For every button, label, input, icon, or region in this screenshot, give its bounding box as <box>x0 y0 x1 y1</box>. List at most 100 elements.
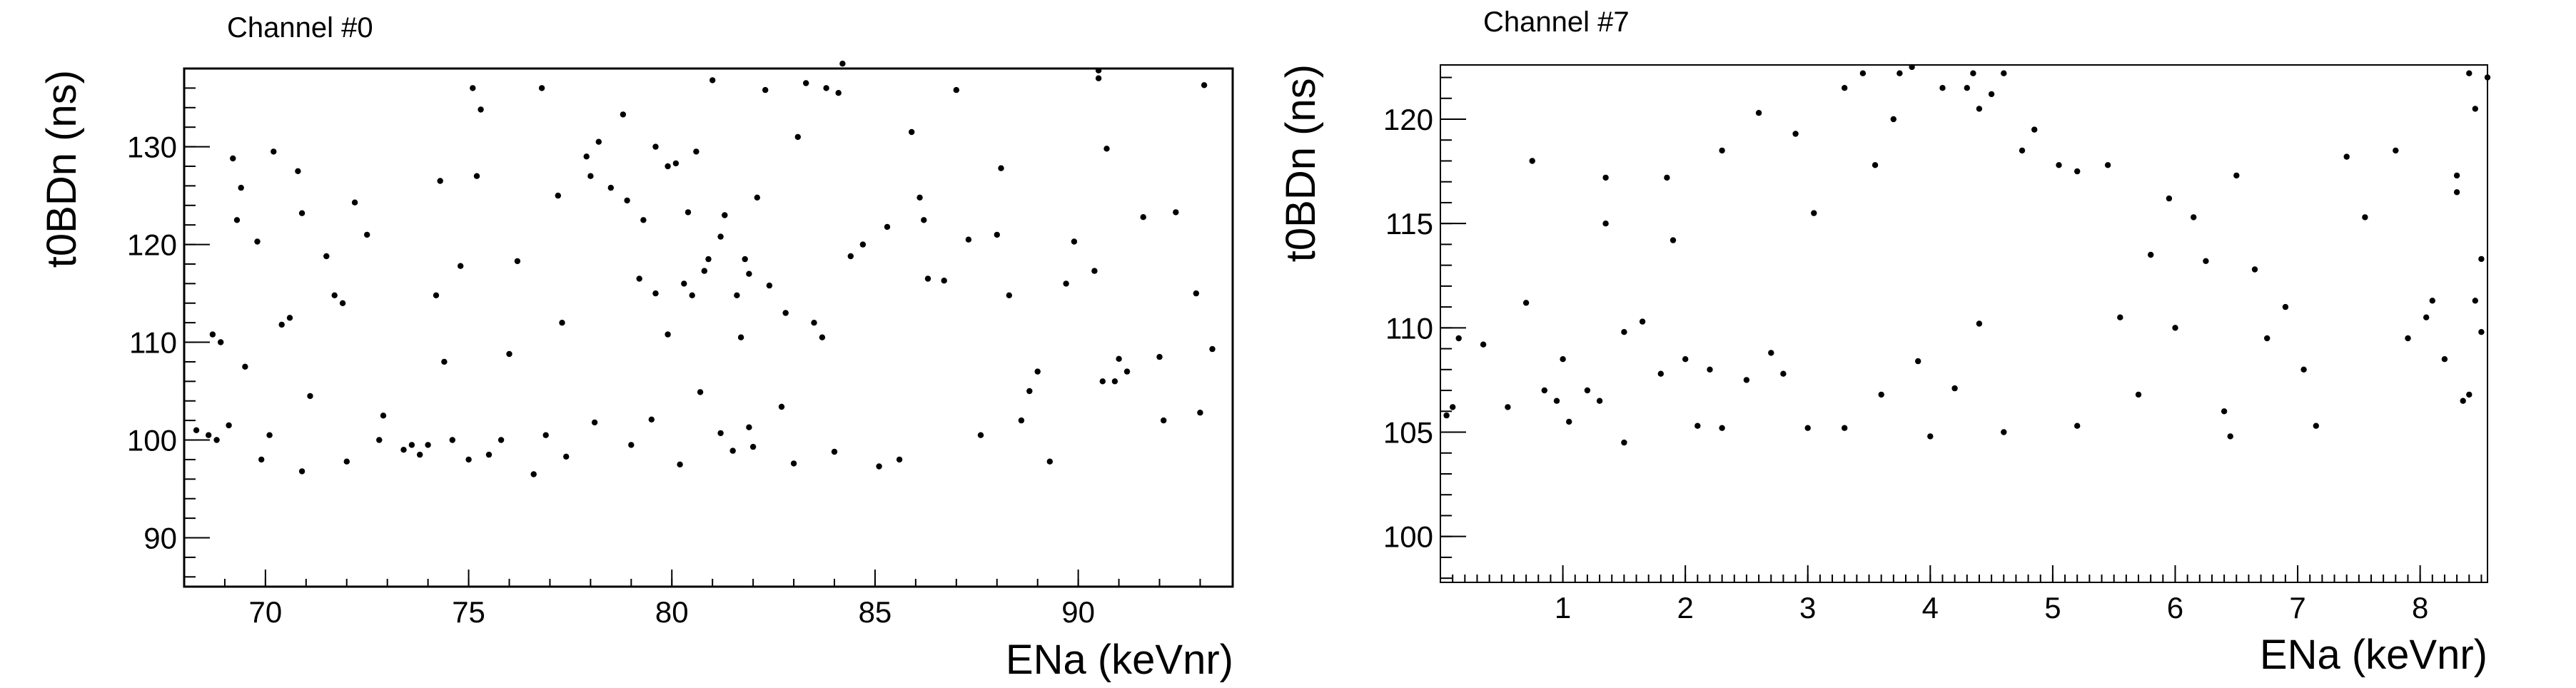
data-point <box>441 358 448 365</box>
data-point <box>977 432 984 438</box>
data-point <box>1071 238 1078 245</box>
data-point <box>2313 423 2319 429</box>
data-point <box>233 217 241 223</box>
data-point <box>2166 195 2173 202</box>
data-point <box>206 432 212 438</box>
data-point <box>2074 423 2081 429</box>
data-point <box>278 321 285 328</box>
data-point <box>965 236 972 243</box>
x-tick-label: 3 <box>1799 591 1816 624</box>
data-point <box>742 256 748 263</box>
data-point <box>425 442 431 448</box>
data-point <box>1639 318 1646 325</box>
data-point <box>2393 147 2399 154</box>
data-point <box>400 447 407 453</box>
data-point <box>433 292 440 298</box>
data-point <box>1664 174 1670 181</box>
data-point <box>1095 75 1102 81</box>
data-point <box>2484 74 2491 81</box>
data-point <box>1173 209 1179 216</box>
data-point <box>1780 370 1787 377</box>
data-point <box>729 447 736 454</box>
data-point <box>1522 300 1530 306</box>
data-point <box>1197 410 1203 416</box>
x-tick-label: 6 <box>2167 591 2183 624</box>
data-point <box>2478 256 2485 263</box>
data-point <box>1890 116 1896 123</box>
data-point <box>1553 398 1560 404</box>
data-point <box>437 178 443 184</box>
data-point <box>595 138 602 145</box>
data-point <box>449 437 455 443</box>
data-point <box>762 86 769 93</box>
data-point <box>1596 398 1603 404</box>
data-point <box>1123 368 1131 375</box>
data-point <box>1505 404 1511 410</box>
data-point <box>2423 314 2430 320</box>
data-point <box>2300 366 2307 373</box>
data-point <box>1103 146 1110 152</box>
data-point <box>1602 174 1609 181</box>
data-point <box>823 85 829 91</box>
data-point <box>2466 70 2473 76</box>
data-point <box>705 256 712 263</box>
data-point <box>1927 433 1934 440</box>
x-tick-label: 90 <box>1061 595 1095 629</box>
data-point <box>1018 417 1025 424</box>
data-point <box>226 422 232 429</box>
data-point <box>339 300 346 306</box>
scatter-points <box>193 61 1216 477</box>
data-point <box>2441 356 2448 363</box>
data-point <box>530 471 537 477</box>
data-point <box>2117 314 2123 320</box>
data-point <box>323 253 330 260</box>
y-tick-label: 115 <box>1385 207 1433 241</box>
data-point <box>470 85 476 91</box>
data-point <box>2019 147 2026 154</box>
data-point <box>1566 418 1572 425</box>
y-tick-label: 120 <box>1383 103 1433 136</box>
data-point <box>1842 85 1848 91</box>
data-point <box>766 282 773 289</box>
data-point <box>1976 320 1983 327</box>
data-point <box>2172 325 2178 331</box>
x-tick-label: 8 <box>2412 591 2428 624</box>
data-point <box>2203 258 2209 264</box>
x-tick-label: 1 <box>1555 591 1571 624</box>
data-point <box>380 413 387 419</box>
data-point <box>677 461 683 467</box>
data-point <box>1909 64 1915 71</box>
data-point <box>1694 423 1701 429</box>
data-point <box>271 148 277 155</box>
data-point <box>1670 237 1677 243</box>
data-point <box>737 334 744 340</box>
data-point <box>722 212 728 218</box>
data-point <box>258 456 265 463</box>
plot-frame <box>1440 64 2488 583</box>
data-point <box>717 233 724 240</box>
data-point <box>331 292 338 298</box>
data-point <box>1970 70 1976 76</box>
data-point <box>672 160 680 167</box>
plot-frame <box>183 67 1234 588</box>
data-point <box>538 85 545 91</box>
data-point <box>2453 189 2460 196</box>
y-axis-ticks: 90 100 110 120 130 <box>127 68 210 578</box>
data-point <box>1621 329 1627 335</box>
data-point <box>563 453 570 460</box>
data-point <box>640 217 647 223</box>
data-point <box>2429 298 2435 304</box>
data-point <box>298 210 305 216</box>
data-point <box>1951 385 1958 392</box>
data-point <box>1719 147 1725 154</box>
data-point <box>2233 172 2240 179</box>
data-point <box>478 106 484 113</box>
data-point <box>1529 158 1535 164</box>
data-point <box>230 155 236 162</box>
data-point <box>924 275 931 282</box>
panel-channel-7: Channel #7 1 2 3 4 5 6 7 8 100 105 110 115 120 ENa … <box>1278 6 2491 678</box>
data-point <box>636 275 642 282</box>
data-point <box>2343 153 2350 160</box>
data-point <box>1156 353 1163 360</box>
